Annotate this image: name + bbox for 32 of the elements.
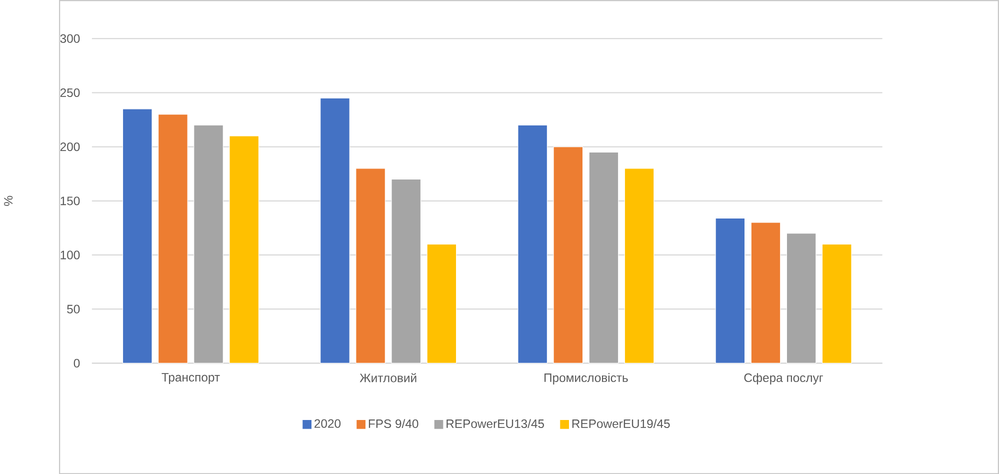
y-tick-label: 300 xyxy=(60,34,80,43)
legend-label: FPS 9/40 xyxy=(368,418,418,428)
x-tick-label: Промисловість xyxy=(544,372,628,384)
x-tick-label: Житловий xyxy=(360,372,416,382)
bar xyxy=(426,244,457,364)
y-tick-label: 50 xyxy=(67,304,80,314)
bar xyxy=(553,146,584,364)
y-tick-label: 250 xyxy=(60,88,80,97)
y-axis-title: % xyxy=(4,196,13,206)
x-tick-label: Транспорт xyxy=(162,372,220,384)
bar xyxy=(624,168,654,364)
bar xyxy=(229,136,259,364)
bar xyxy=(518,124,548,364)
bar xyxy=(320,98,350,364)
bar xyxy=(786,232,816,364)
bar xyxy=(588,152,619,364)
bar xyxy=(750,222,781,364)
bar xyxy=(158,114,188,364)
legend-label: REPowerEU13/45 xyxy=(446,418,544,428)
legend-label: 2020 xyxy=(314,419,341,428)
x-tick-label: Сфера послуг xyxy=(744,372,823,384)
y-tick-label: 150 xyxy=(60,196,80,206)
bar xyxy=(356,168,386,364)
y-tick-label: 200 xyxy=(60,142,80,151)
legend-label: REPowerEU19/45 xyxy=(572,418,670,428)
bar xyxy=(194,124,224,364)
y-tick-label: 100 xyxy=(60,250,80,260)
bar xyxy=(391,178,422,364)
bar xyxy=(822,244,852,364)
y-tick-label: 0 xyxy=(74,358,80,368)
bar xyxy=(715,218,746,364)
bar xyxy=(122,108,152,364)
